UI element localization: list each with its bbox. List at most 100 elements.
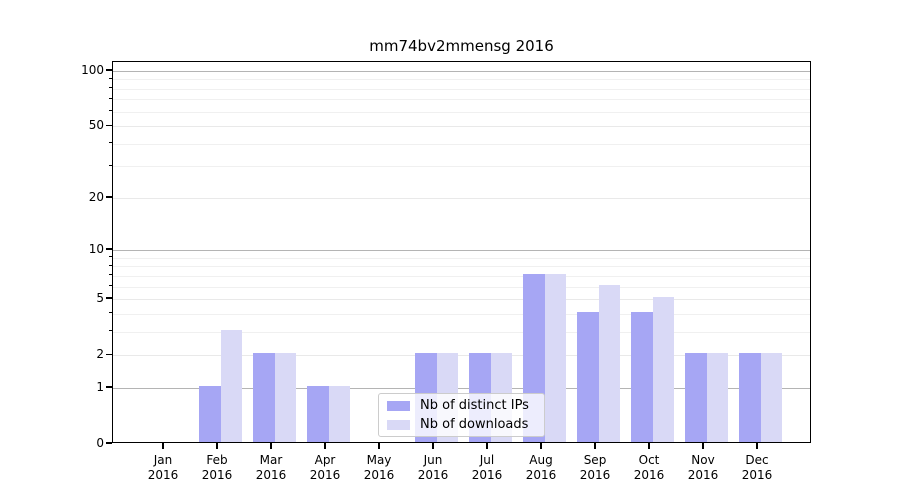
x-tick-dec xyxy=(756,443,758,449)
y-minor-tick-80 xyxy=(109,87,112,89)
gridline-minor-7 xyxy=(113,275,810,277)
legend-label-0: Nb of distinct IPs xyxy=(420,398,529,413)
x-label-month: Sep xyxy=(583,453,607,467)
x-label-month: Dec xyxy=(745,453,769,467)
x-label-year: 2016 xyxy=(309,468,341,482)
legend-label-1: Nb of downloads xyxy=(420,417,529,432)
bar-nb-of-downloads-sep xyxy=(598,284,620,442)
bar-nb-of-distinct-ips-feb xyxy=(199,385,221,442)
x-tick-jun xyxy=(432,443,434,449)
gridline-100 xyxy=(113,71,810,72)
y-tick-20 xyxy=(106,196,112,198)
x-tick-label-jan: Jan 2016 xyxy=(133,453,193,483)
x-tick-label-mar: Mar 2016 xyxy=(241,453,301,483)
x-tick-label-may: May 2016 xyxy=(349,453,409,483)
y-tick-1 xyxy=(106,386,112,388)
x-label-year: 2016 xyxy=(579,468,611,482)
x-tick-label-aug: Aug 2016 xyxy=(511,453,571,483)
x-label-month: Apr xyxy=(314,453,336,467)
y-tick-label-1: 1 xyxy=(96,379,104,394)
x-label-month: Aug xyxy=(529,453,553,467)
x-label-month: Jul xyxy=(479,453,495,467)
y-minor-tick-90 xyxy=(109,77,112,79)
bar-nb-of-distinct-ips-oct xyxy=(631,311,653,442)
gridline-minor-40 xyxy=(113,143,810,145)
x-label-month: Nov xyxy=(691,453,715,467)
y-tick-label-20: 20 xyxy=(88,189,104,204)
gridline-minor-80 xyxy=(113,88,810,90)
x-tick-label-jun: Jun 2016 xyxy=(403,453,463,483)
bar-nb-of-distinct-ips-apr xyxy=(307,385,329,442)
bar-nb-of-distinct-ips-nov xyxy=(685,353,707,442)
y-minor-tick-60 xyxy=(109,110,112,112)
bar-nb-of-downloads-apr xyxy=(328,385,350,442)
y-tick-2 xyxy=(106,353,112,355)
x-tick-sep xyxy=(594,443,596,449)
y-minor-tick-6 xyxy=(109,285,112,287)
x-label-month: Mar xyxy=(259,453,283,467)
gridline-2 xyxy=(113,355,810,357)
gridline-10 xyxy=(113,250,810,252)
x-label-year: 2016 xyxy=(741,468,773,482)
bar-nb-of-downloads-feb xyxy=(220,329,242,442)
plot-area xyxy=(112,61,811,443)
gridline-minor-9 xyxy=(113,257,810,259)
x-tick-jul xyxy=(486,443,488,449)
y-tick-label-100: 100 xyxy=(81,63,104,77)
y-minor-tick-4 xyxy=(109,312,112,314)
bar-nb-of-distinct-ips-mar xyxy=(253,353,275,442)
x-tick-mar xyxy=(270,443,272,449)
y-minor-tick-30 xyxy=(109,164,112,166)
legend-row-0: Nb of distinct IPs xyxy=(387,398,544,413)
gridline-1 xyxy=(113,387,810,389)
legend-swatch-1 xyxy=(387,419,410,430)
x-tick-may xyxy=(378,443,380,449)
x-label-year: 2016 xyxy=(525,468,557,482)
y-tick-label-2: 2 xyxy=(96,347,104,362)
y-minor-tick-3 xyxy=(109,330,112,332)
x-tick-label-jul: Jul 2016 xyxy=(457,453,517,483)
x-label-year: 2016 xyxy=(363,468,395,482)
gridline-5 xyxy=(113,299,810,301)
x-tick-label-dec: Dec 2016 xyxy=(727,453,787,483)
x-tick-label-feb: Feb 2016 xyxy=(187,453,247,483)
gridline-50 xyxy=(113,126,810,128)
x-label-year: 2016 xyxy=(471,468,503,482)
bar-nb-of-downloads-oct xyxy=(652,297,674,442)
gridline-minor-30 xyxy=(113,166,810,168)
y-tick-10 xyxy=(106,248,112,250)
bar-nb-of-distinct-ips-dec xyxy=(739,353,761,442)
y-tick-label-50: 50 xyxy=(88,118,104,133)
y-minor-tick-9 xyxy=(109,256,112,258)
legend-row-1: Nb of downloads xyxy=(387,417,544,432)
y-tick-0 xyxy=(106,442,112,444)
x-tick-label-apr: Apr 2016 xyxy=(295,453,355,483)
x-tick-label-oct: Oct 2016 xyxy=(619,453,679,483)
x-label-year: 2016 xyxy=(147,468,179,482)
bar-nb-of-downloads-aug xyxy=(544,273,566,442)
x-label-month: Jun xyxy=(423,453,443,467)
bar-nb-of-distinct-ips-sep xyxy=(577,311,599,442)
y-tick-100 xyxy=(106,69,112,71)
x-label-year: 2016 xyxy=(687,468,719,482)
x-tick-nov xyxy=(702,443,704,449)
x-tick-apr xyxy=(324,443,326,449)
x-tick-jan xyxy=(162,443,164,449)
x-label-month: May xyxy=(366,453,392,467)
x-tick-label-sep: Sep 2016 xyxy=(565,453,625,483)
x-label-year: 2016 xyxy=(201,468,233,482)
x-tick-oct xyxy=(648,443,650,449)
gridline-minor-6 xyxy=(113,286,810,288)
y-minor-tick-8 xyxy=(109,264,112,266)
x-label-month: Feb xyxy=(206,453,228,467)
y-tick-50 xyxy=(106,124,112,126)
x-tick-feb xyxy=(216,443,218,449)
y-tick-label-5: 5 xyxy=(96,291,104,306)
gridline-minor-8 xyxy=(113,266,810,268)
y-minor-tick-70 xyxy=(109,97,112,99)
gridline-minor-3 xyxy=(113,331,810,333)
x-label-year: 2016 xyxy=(417,468,449,482)
gridline-minor-4 xyxy=(113,313,810,315)
x-tick-label-nov: Nov 2016 xyxy=(673,453,733,483)
legend: Nb of distinct IPs Nb of downloads xyxy=(378,393,545,437)
